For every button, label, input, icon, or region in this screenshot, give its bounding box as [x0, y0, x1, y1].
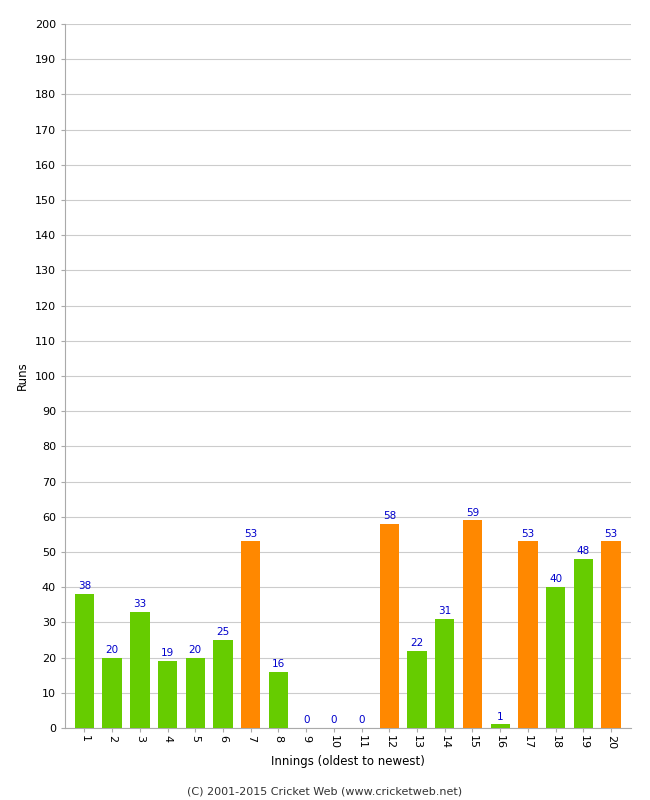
Text: 19: 19	[161, 648, 174, 658]
Text: (C) 2001-2015 Cricket Web (www.cricketweb.net): (C) 2001-2015 Cricket Web (www.cricketwe…	[187, 786, 463, 796]
Text: 20: 20	[105, 645, 119, 654]
Text: 1: 1	[497, 712, 504, 722]
Bar	[408, 650, 427, 728]
Bar	[380, 524, 399, 728]
Y-axis label: Runs: Runs	[16, 362, 29, 390]
Bar	[158, 661, 177, 728]
Bar	[213, 640, 233, 728]
Bar	[103, 658, 122, 728]
Text: 53: 53	[244, 529, 257, 538]
Bar	[186, 658, 205, 728]
Bar	[463, 520, 482, 728]
Bar	[601, 542, 621, 728]
Text: 20: 20	[188, 645, 202, 654]
Text: 0: 0	[331, 715, 337, 725]
Text: 25: 25	[216, 627, 229, 637]
Text: 58: 58	[383, 511, 396, 521]
Bar	[75, 594, 94, 728]
Text: 53: 53	[521, 529, 534, 538]
Text: 0: 0	[303, 715, 309, 725]
Bar	[546, 587, 566, 728]
Text: 38: 38	[78, 582, 91, 591]
Text: 31: 31	[438, 606, 451, 616]
Text: 40: 40	[549, 574, 562, 584]
X-axis label: Innings (oldest to newest): Innings (oldest to newest)	[271, 754, 424, 768]
Text: 0: 0	[358, 715, 365, 725]
Text: 48: 48	[577, 546, 590, 556]
Bar	[130, 612, 150, 728]
Text: 22: 22	[410, 638, 424, 648]
Bar	[518, 542, 538, 728]
Text: 59: 59	[466, 507, 479, 518]
Bar	[435, 619, 454, 728]
Bar	[491, 725, 510, 728]
Bar	[574, 559, 593, 728]
Bar	[268, 672, 288, 728]
Text: 16: 16	[272, 659, 285, 669]
Bar	[241, 542, 261, 728]
Text: 33: 33	[133, 599, 146, 609]
Text: 53: 53	[604, 529, 617, 538]
